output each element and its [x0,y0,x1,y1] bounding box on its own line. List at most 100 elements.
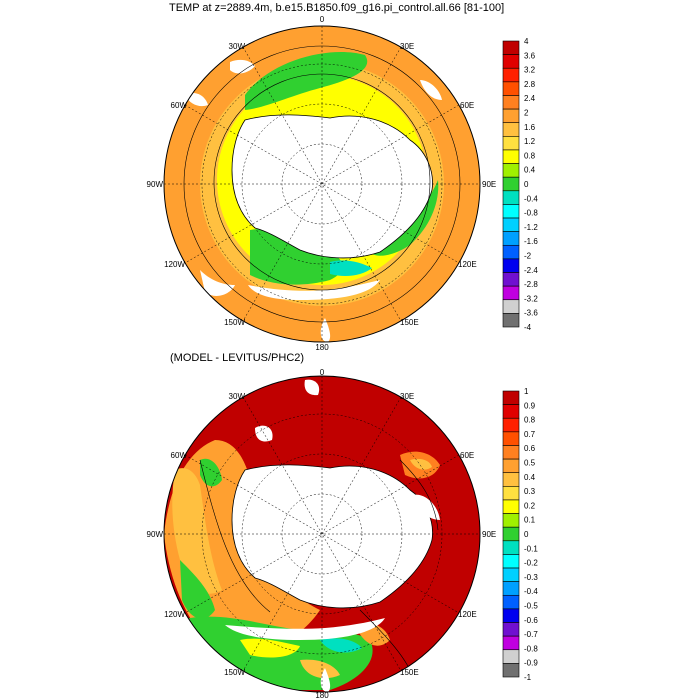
bottom-colorbar: 1 0.9 0.8 0.7 0.6 0.5 0.4 0.3 0.2 0.1 0 -0.1 -0.2 -0.… [502,387,538,682]
bottom-colorbar-label: 0.5 [524,459,536,468]
top-colorbar: 4 3.6 3.2 2.8 2.4 2 1.6 1.2 0.8 0.4 0 -0.4 -0.8 -1.2 -… [502,37,538,332]
top-colorbar-label: 2.4 [524,94,536,103]
bottom-colorbar-label: -0.7 [524,630,538,639]
green-patch-north [245,51,368,110]
top-colorbar-label: 0.4 [524,166,536,175]
top-colorbar-label: 2 [524,109,529,118]
top-colorbar-swatch [502,204,520,219]
bottom-colorbar-label: 0.7 [524,430,536,439]
top-colorbar-label: 0 [524,180,529,189]
bottom-colorbar-swatch [502,663,520,678]
bottom-map-fill [164,376,480,692]
top-colorbar-swatch [502,258,520,273]
bottom-antarctica-land [231,464,433,609]
bottom-colorbar-swatch [502,390,520,405]
top-colorbar-swatch [502,190,520,205]
top-colorbar-label: -2.8 [524,280,538,289]
bottom-colorbar-label: -0.6 [524,616,538,625]
bottom-colorbar-swatch [502,581,520,596]
bottom-lon-labels: 0 30E 60E 90E 120E 150E 180 150W 120W 90… [147,368,497,700]
bottom-lon-label-90e: 90E [482,530,496,539]
top-colorbar-label: 4 [524,37,529,46]
top-colorbar-swatch [502,313,520,328]
bottom-colorbar-label: -0.4 [524,587,538,596]
bottom-colorbar-swatch [502,554,520,569]
bottom-colorbar-swatch [502,594,520,610]
bottom-colorbar-swatch [502,608,520,623]
bottom-colorbar-label: 0.9 [524,401,536,410]
bottom-colorbar-label: -0.9 [524,659,538,668]
bottom-colorbar-swatch [502,499,520,514]
top-colorbar-label: -2 [524,252,532,261]
green-patch-south [250,228,343,285]
top-lon-label-60w: 60W [171,101,188,110]
top-colorbar-swatch [502,108,520,124]
top-colorbar-swatch [502,136,520,151]
top-lon-label-150e: 150E [400,318,419,327]
bottom-panel-title: (MODEL - LEVITUS/PHC2) [170,352,305,364]
top-lon-label-30w: 30W [229,42,246,51]
top-colorbar-label: -1.6 [524,237,538,246]
bottom-lon-label-60w: 60W [171,451,188,460]
bottom-colorbar-label: 0.3 [524,487,536,496]
top-colorbar-label: -2.4 [524,266,538,275]
top-lon-label-0: 0 [320,15,325,24]
bottom-colorbar-swatch [502,513,520,528]
bottom-lon-label-30w: 30W [229,392,246,401]
bottom-colorbar-swatch [502,472,520,487]
bottom-colorbar-label: -0.8 [524,644,538,653]
top-lon-labels: 0 30E 60E 90E 120E 150E 180 150W 120W 90… [147,15,497,352]
top-panel-title: TEMP at z=2889.4m, b.e15.B1850.f09_g16.p… [169,2,505,14]
top-colorbar-swatch [502,272,520,287]
top-colorbar-swatch [502,122,520,137]
top-colorbar-swatch [502,95,520,110]
top-colorbar-swatch [502,299,520,314]
top-lon-label-60e: 60E [460,101,474,110]
top-colorbar-label: 2.8 [524,80,536,89]
bottom-colorbar-swatch [502,540,520,555]
bottom-lon-label-150e: 150E [400,668,419,677]
bottom-lon-label-0: 0 [320,368,325,377]
top-colorbar-label: -1.2 [524,223,538,232]
top-lon-label-120w: 120W [164,260,185,269]
top-lon-label-150w: 150W [224,318,245,327]
bottom-colorbar-swatch [502,445,520,460]
top-lon-label-120e: 120E [458,260,477,269]
top-colorbar-swatch [502,163,520,178]
top-lon-label-90e: 90E [482,180,496,189]
bottom-colorbar-label: -0.2 [524,559,538,568]
bottom-lon-label-30e: 30E [400,392,414,401]
top-map-border [163,25,481,343]
bottom-colorbar-swatch [502,635,520,651]
top-colorbar-label: 1.2 [524,137,536,146]
top-colorbar-swatch [502,149,520,164]
antarctica-land [231,114,433,259]
bottom-colorbar-label: 0 [524,530,529,539]
bottom-colorbar-label: 0.6 [524,444,536,453]
bottom-colorbar-label: -0.1 [524,544,538,553]
top-lon-label-180: 180 [315,343,329,352]
bottom-colorbar-label: 1 [524,387,529,396]
bottom-colorbar-label: -0.5 [524,602,538,611]
bottom-colorbar-swatch [502,458,520,474]
bottom-lon-label-120w: 120W [164,610,185,619]
top-colorbar-label: -3.2 [524,294,538,303]
top-colorbar-label: 1.6 [524,123,536,132]
bottom-colorbar-label: 0.8 [524,416,536,425]
top-colorbar-label: -3.6 [524,309,538,318]
top-colorbar-swatch [502,67,520,83]
bottom-colorbar-label: 0.1 [524,516,536,525]
bottom-colorbar-swatch [502,486,520,501]
top-map-fill [164,26,480,342]
top-colorbar-label: -4 [524,323,532,332]
top-colorbar-label: -0.4 [524,194,538,203]
bottom-colorbar-label: -1 [524,673,532,682]
top-colorbar-swatch [502,231,520,246]
top-lon-label-30e: 30E [400,42,414,51]
top-colorbar-swatch [502,285,520,301]
top-colorbar-swatch [502,244,520,260]
top-colorbar-swatch [502,81,520,96]
top-colorbar-label: -0.8 [524,209,538,218]
top-colorbar-swatch [502,54,520,69]
top-graticule [164,26,480,342]
